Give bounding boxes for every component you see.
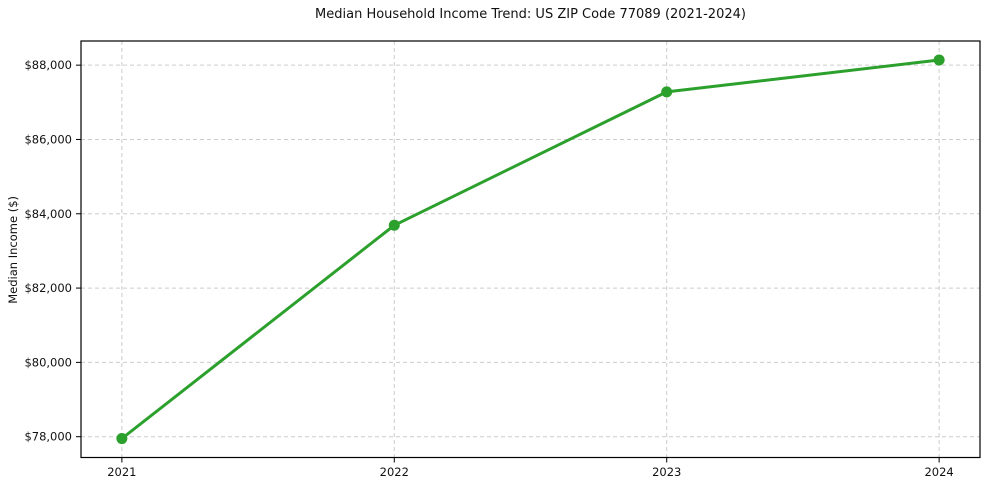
data-point-marker (388, 219, 400, 231)
y-tick-label: $84,000 (24, 207, 72, 221)
y-tick-label: $78,000 (24, 430, 72, 444)
data-point-marker (116, 433, 128, 445)
x-tick-label: 2021 (107, 465, 136, 479)
y-tick-label: $88,000 (24, 58, 72, 72)
data-point-marker (933, 54, 945, 66)
x-tick-label: 2023 (652, 465, 681, 479)
income-trend-line (120, 58, 941, 441)
y-tick-label: $82,000 (24, 281, 72, 295)
chart-title: Median Household Income Trend: US ZIP Co… (315, 7, 746, 22)
plot-frame (80, 40, 981, 459)
y-tick-label: $86,000 (24, 132, 72, 146)
x-tick-label: 2022 (380, 465, 409, 479)
data-point-marker (661, 86, 673, 98)
x-tick-label: 2024 (924, 465, 953, 479)
y-tick-label: $80,000 (24, 355, 72, 369)
